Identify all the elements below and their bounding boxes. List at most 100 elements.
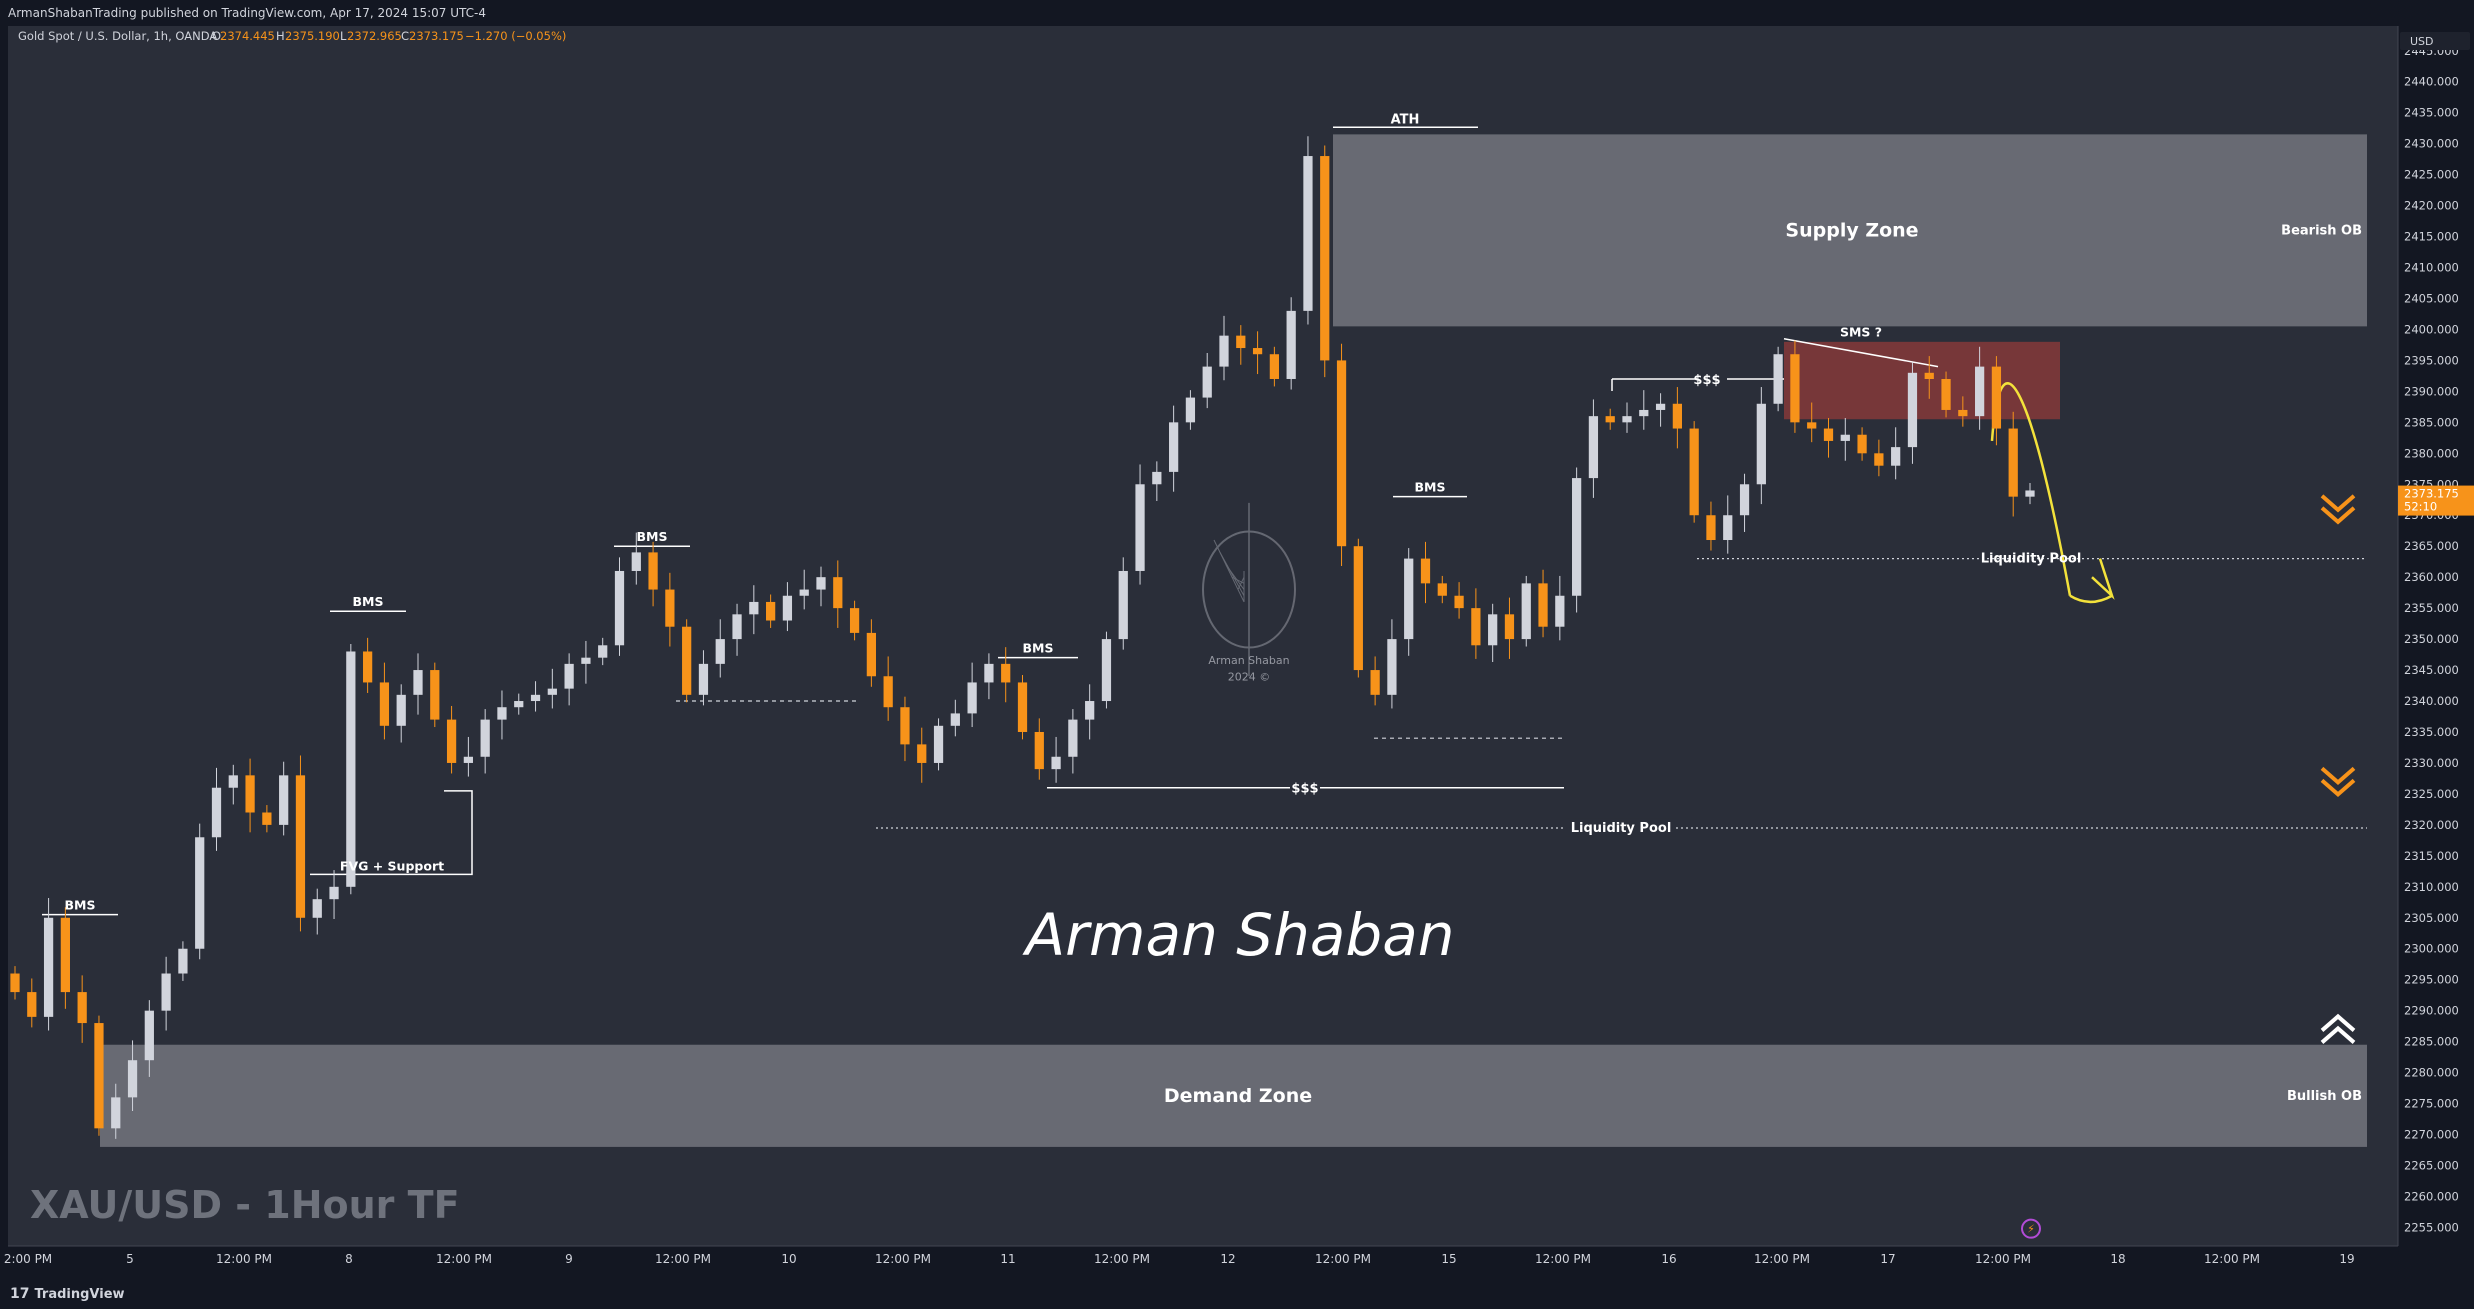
candle-body [1370, 670, 1380, 695]
x-tick-label: 16 [1661, 1252, 1676, 1266]
candle [363, 637, 373, 693]
candle-body [446, 719, 457, 763]
candle-body [1521, 583, 1531, 640]
candle [1723, 495, 1733, 554]
y-tick-label: 2295.000 [2404, 973, 2459, 987]
candle-body [1101, 639, 1112, 702]
candle [1840, 418, 1850, 461]
y-tick-label: 2310.000 [2404, 880, 2459, 894]
candle-body [379, 682, 390, 726]
supply-zone-label: Supply Zone [1785, 219, 1918, 241]
candle-body [1252, 348, 1263, 355]
candle-body [463, 756, 473, 763]
y-tick-label: 2260.000 [2404, 1189, 2459, 1203]
candle [1874, 439, 1884, 477]
svg-text:L: L [340, 29, 347, 43]
x-tick-label: 12:00 PM [1094, 1252, 1150, 1266]
candle [1572, 467, 1582, 613]
candle [1370, 656, 1380, 706]
candle-body [967, 682, 977, 714]
candle-body [430, 670, 440, 720]
candle-body [1924, 372, 1934, 379]
svg-text:2373.175: 2373.175 [409, 29, 464, 43]
y-tick-label: 2305.000 [2404, 911, 2459, 925]
chevron-up-icon-stroke [2320, 1013, 2356, 1032]
candle [1605, 408, 1615, 430]
candle [900, 696, 910, 762]
x-tick-label: 12:00 PM [436, 1252, 492, 1266]
x-tick-label: 12:00 PM [2204, 1252, 2260, 1266]
candle [446, 705, 457, 774]
chevron-down-icon-lower-stroke [2320, 778, 2356, 797]
candle-body [1420, 558, 1431, 584]
candle-body [598, 645, 608, 658]
candle-body [1891, 447, 1901, 466]
candle [1857, 427, 1867, 461]
candle-body [682, 626, 692, 695]
x-tick-label: 18 [2110, 1252, 2125, 1266]
candle [1958, 396, 1968, 427]
candle-body [1941, 378, 1951, 410]
tradingview-logo[interactable]: 17 TradingView [10, 1280, 125, 1309]
candle-body [262, 812, 272, 825]
chevron-up-icon-stroke [2320, 1025, 2356, 1044]
candle [1101, 631, 1112, 709]
candle [1404, 548, 1414, 656]
candle-body [1823, 428, 1834, 441]
y-tick-label: 2285.000 [2404, 1035, 2459, 1049]
candle [1034, 718, 1044, 780]
liquidity-pool-label-bg [1566, 818, 1676, 837]
demand-zone [100, 1044, 2367, 1147]
liquidity-pool-label-upper: Liquidity Pool [1981, 552, 2082, 567]
lightning-icon[interactable] [2021, 1218, 2041, 1239]
candle-body [245, 775, 255, 813]
y-tick-label: 2425.000 [2404, 168, 2459, 182]
candle [1068, 709, 1078, 774]
candle [715, 619, 725, 678]
candle [60, 907, 70, 1009]
y-tick-label: 2400.000 [2404, 322, 2459, 336]
candle-body [1303, 156, 1313, 311]
currency-label[interactable]: USD [2410, 35, 2434, 48]
candle-body [1739, 484, 1750, 516]
candle [732, 603, 742, 656]
y-tick-label: 2395.000 [2404, 353, 2459, 367]
price-badge [2398, 485, 2474, 516]
candle-body [816, 577, 826, 590]
candle [866, 619, 876, 687]
candle [1471, 588, 1481, 659]
candle-body [1286, 310, 1296, 379]
candle-body [329, 886, 339, 900]
price-chart[interactable]: Arman Shaban 2024 © Arman Shaban Supply Zo… [0, 26, 2474, 1280]
bearish-ob-label: Bearish OB [2281, 223, 2362, 238]
candle-body [312, 899, 322, 918]
chevron-down-icon-lower [2320, 766, 2356, 797]
candle-body [1504, 614, 1515, 640]
chevron-down-icon-upper-stroke [2320, 506, 2356, 525]
candle-body [1152, 471, 1162, 485]
candle [1437, 575, 1447, 604]
candle-body [1051, 756, 1061, 770]
ath-label: ATH [1391, 112, 1420, 127]
candle-body [1991, 366, 2002, 429]
dollars-label-lower: $$$ [1291, 782, 1318, 797]
candle [514, 693, 524, 715]
candle-body [950, 713, 960, 726]
x-tick-label: 12:00 PM [1535, 1252, 1591, 1266]
y-tick-label: 2270.000 [2404, 1128, 2459, 1142]
candle-body [1269, 354, 1279, 379]
candle-body [917, 744, 927, 763]
price-badge-value: 2373.175 [2404, 487, 2459, 501]
y-tick-label: 2415.000 [2404, 230, 2459, 244]
candle [127, 1040, 138, 1111]
chevron-up-icon [2320, 1013, 2356, 1044]
candle-body [849, 608, 860, 633]
candle-body [1588, 416, 1599, 479]
y-tick-label: 2345.000 [2404, 663, 2459, 677]
brain-net [1237, 576, 1245, 590]
candle [1219, 315, 1229, 381]
x-tick-label: 9 [565, 1252, 573, 1266]
candle-body [396, 694, 406, 726]
candle [547, 668, 557, 709]
candle [1521, 575, 1531, 647]
